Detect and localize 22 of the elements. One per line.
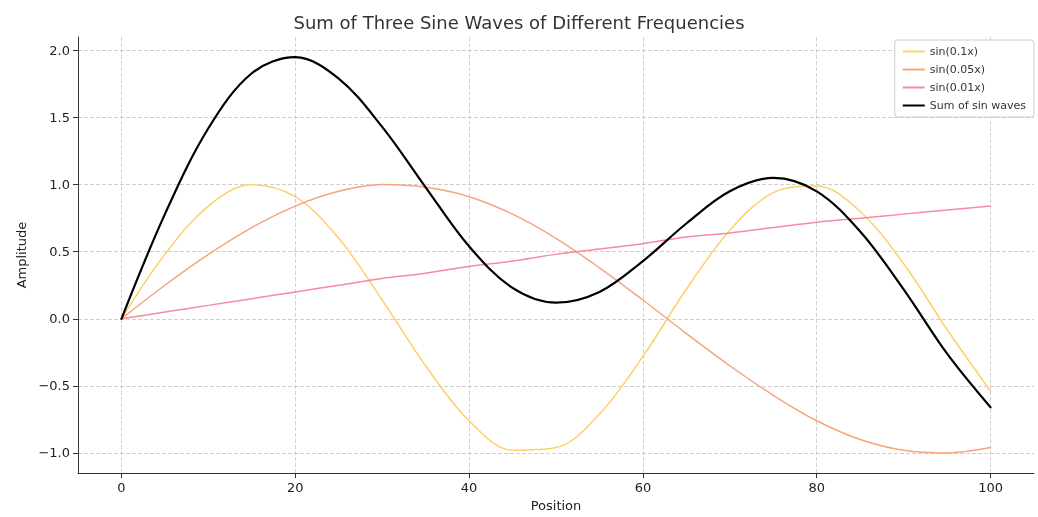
y-tick-label: 2.0 [49, 42, 70, 58]
x-tick-label: 20 [287, 480, 304, 496]
x-tick-label: 60 [634, 480, 652, 496]
y-axis-title: Amplitude [13, 221, 29, 289]
legend-label: sin(0.05x) [929, 63, 986, 76]
x-axis-title: Position [530, 498, 582, 513]
chart-title: Sum of Three Sine Waves of Different Frequencies [293, 11, 745, 33]
x-tick-label: 80 [808, 480, 825, 496]
y-tick-label: −1.0 [38, 445, 70, 461]
legend-label: Sum of sin waves [929, 99, 1027, 112]
line-series [120, 205, 992, 320]
y-tick-label: −0.5 [38, 378, 70, 394]
y-tick-label: 0.0 [49, 311, 70, 327]
x-tick-label: 0 [117, 480, 126, 496]
y-tick-label: 1.5 [49, 110, 70, 126]
line-series [120, 56, 992, 409]
x-tick-label: 40 [460, 480, 478, 496]
legend-label: sin(0.1x) [929, 45, 979, 58]
y-tick-label: 1.0 [49, 177, 70, 193]
x-tick-label: 100 [978, 480, 1003, 496]
y-tick-label: 0.5 [49, 244, 70, 260]
legend-label: sin(0.01x) [929, 81, 986, 94]
